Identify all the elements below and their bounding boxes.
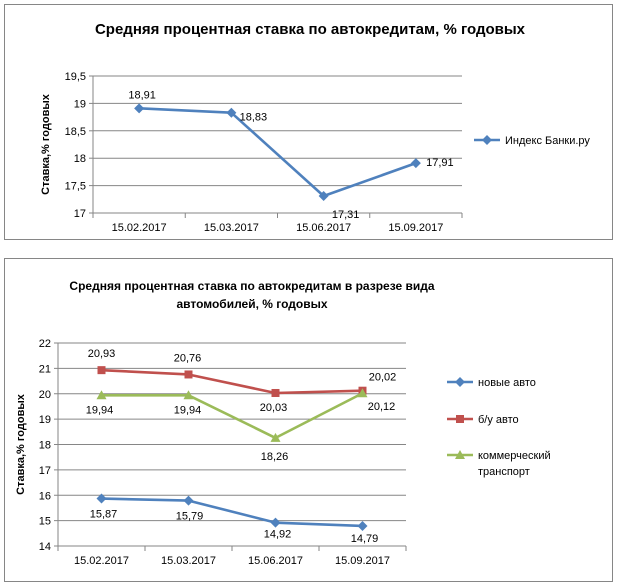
data-label: 15,79 [176, 511, 204, 523]
data-label: 20,93 [88, 348, 116, 360]
y-tick-label: 16 [39, 490, 51, 502]
data-point [184, 370, 193, 379]
x-tick-label: 15.09.2017 [388, 222, 443, 234]
series-line-2 [101, 368, 363, 395]
data-point [270, 432, 281, 442]
y-tick-label: 18 [74, 153, 86, 165]
x-tick-label: 15.03.2017 [204, 222, 259, 234]
data-point [97, 366, 106, 375]
legend-label: транспорт [478, 466, 530, 478]
data-label: 20,76 [174, 352, 202, 364]
legend-label: б/у авто [478, 414, 519, 426]
y-tick-label: 22 [39, 338, 51, 350]
data-label: 14,79 [351, 533, 379, 545]
data-label: 15,87 [90, 509, 118, 521]
data-label: 19,94 [174, 404, 202, 416]
data-point [96, 390, 107, 400]
y-tick-label: 17,5 [65, 181, 86, 193]
y-tick-label: 14 [39, 541, 51, 553]
data-label: 20,02 [369, 372, 397, 384]
data-point [357, 388, 368, 398]
legend-label: новые авто [478, 377, 536, 389]
x-tick-label: 15.06.2017 [248, 555, 303, 567]
data-point [183, 390, 194, 400]
legend-label: Индекс Банки.ру [505, 135, 590, 147]
legend-label: коммерческий [478, 450, 551, 462]
x-tick-label: 15.02.2017 [74, 555, 129, 567]
y-axis-label: Ставка,% годовых [15, 393, 27, 495]
data-label: 20,03 [260, 402, 288, 414]
chart-overall-rate-svg: Средняя процентная ставка по автокредита… [40, 21, 590, 234]
y-tick-label: 19,5 [65, 71, 86, 83]
legend-marker [456, 415, 464, 423]
y-axis-label: Ставка,% годовых [40, 93, 52, 195]
data-label: 17,31 [332, 209, 360, 221]
data-point [410, 158, 421, 169]
data-point [183, 495, 194, 506]
data-label: 18,83 [240, 112, 268, 124]
data-point [96, 493, 107, 504]
y-tick-label: 19 [39, 414, 51, 426]
chart-title-line: автомобилей, % годовых [176, 297, 327, 311]
series-line-1 [101, 497, 363, 528]
data-point [134, 103, 145, 114]
data-point [270, 517, 281, 528]
x-tick-label: 15.06.2017 [296, 222, 351, 234]
data-label: 14,92 [264, 529, 292, 541]
series-line-1 [139, 107, 417, 198]
y-tick-label: 19 [74, 98, 86, 110]
data-point [226, 107, 237, 118]
y-tick-label: 15 [39, 516, 51, 528]
y-tick-label: 18,5 [65, 126, 86, 138]
data-point [357, 520, 368, 531]
legend-marker [482, 135, 492, 145]
legend-marker [455, 377, 465, 387]
y-tick-label: 21 [39, 363, 51, 375]
chart-title-line: Средняя процентная ставка по автокредита… [95, 21, 526, 38]
chart-rate-by-vehicle-svg: Средняя процентная ставка по автокредита… [15, 279, 551, 567]
data-label: 18,91 [128, 89, 156, 101]
data-label: 20,12 [368, 401, 396, 413]
x-tick-label: 15.03.2017 [161, 555, 216, 567]
chart-title-line: Средняя процентная ставка по автокредита… [69, 279, 434, 293]
x-tick-label: 15.09.2017 [335, 555, 390, 567]
data-point [271, 388, 280, 397]
y-tick-label: 20 [39, 389, 51, 401]
series-line-3 [101, 392, 364, 440]
data-point [318, 191, 329, 202]
y-tick-label: 17 [74, 208, 86, 220]
legend-marker [455, 450, 465, 459]
x-tick-label: 15.02.2017 [112, 222, 167, 234]
data-label: 19,94 [86, 404, 114, 416]
chart-panel-rate-by-vehicle: Средняя процентная ставка по автокредита… [4, 258, 613, 582]
data-label: 17,91 [426, 157, 454, 169]
y-tick-label: 17 [39, 465, 51, 477]
chart-panel-overall-rate: Средняя процентная ставка по автокредита… [4, 4, 613, 240]
data-label: 18,26 [261, 451, 289, 463]
y-tick-label: 18 [39, 440, 51, 452]
